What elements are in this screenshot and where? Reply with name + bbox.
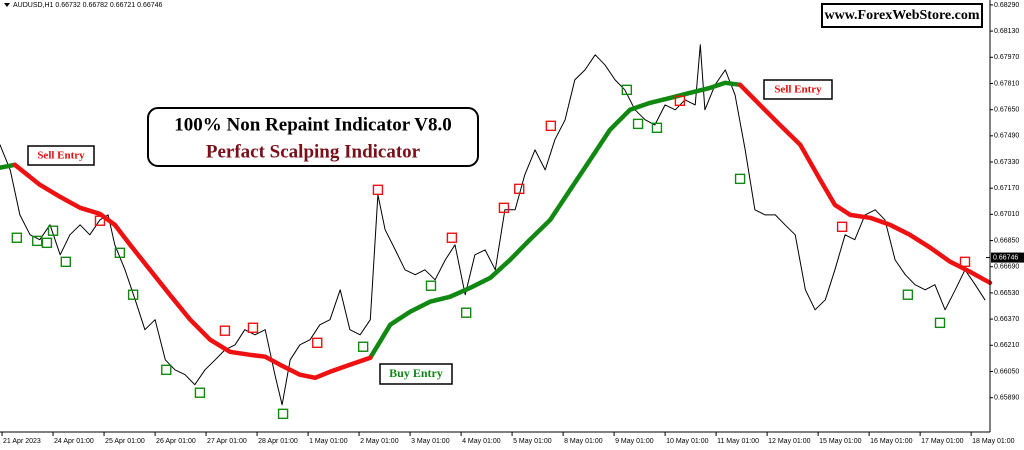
y-tick-label: 0.66850 <box>994 237 1019 244</box>
last-price-label: 0.66746 <box>993 254 1018 261</box>
y-tick-label: 0.67490 <box>994 133 1019 140</box>
signal-marker <box>219 325 231 336</box>
signal-marker <box>498 202 510 214</box>
y-tick-label: 0.67170 <box>994 185 1019 192</box>
site-box <box>821 3 983 28</box>
signal-marker <box>127 289 139 300</box>
signal-marker <box>161 364 172 376</box>
x-tick-label: 26 Apr 01:00 <box>156 438 196 445</box>
x-tick-label: 4 May 01:00 <box>462 438 501 445</box>
x-tick-label: 28 Apr 01:00 <box>258 438 298 445</box>
y-tick-label: 0.66210 <box>994 342 1019 349</box>
signal-marker <box>651 122 663 134</box>
signal-marker <box>41 237 53 249</box>
x-tick-label: 11 May 01:00 <box>717 438 759 445</box>
price-line <box>0 44 986 406</box>
signal-marker <box>277 408 289 420</box>
buy-entry-box <box>379 363 453 385</box>
x-tick-label: 5 May 01:00 <box>513 438 552 445</box>
sell-entry-label: Sell Entry <box>774 84 822 96</box>
indicator-line <box>0 162 18 170</box>
signal-marker <box>312 337 323 349</box>
y-tick-label: 0.66050 <box>994 368 1019 375</box>
signal-marker <box>372 184 384 196</box>
site-text: www.ForexWebStore.com <box>824 8 979 23</box>
x-tick-label: 9 May 01:00 <box>615 438 654 445</box>
y-tick-label: 0.67810 <box>994 80 1019 87</box>
signal-marker <box>836 221 848 233</box>
signal-marker <box>47 225 59 236</box>
x-tick-label: 21 Apr 2023 <box>3 438 41 445</box>
x-tick-label: 24 Apr 01:00 <box>54 438 94 445</box>
sell-entry-box <box>763 79 833 100</box>
signal-marker <box>94 215 106 226</box>
last-price-box <box>991 252 1024 263</box>
y-tick-label: 0.65890 <box>994 394 1019 401</box>
plot-area <box>0 44 993 420</box>
chart-title: AUDUSD,H1 0.66732 0.66782 0.66721 0.6674… <box>13 2 163 9</box>
x-tick-label: 10 May 01:00 <box>666 438 709 445</box>
signal-marker <box>632 118 644 130</box>
y-tick-label: 0.66370 <box>994 316 1019 323</box>
buy-entry-label: Buy Entry <box>389 366 443 380</box>
sell-entry-label: Sell Entry <box>37 150 85 162</box>
indicator-line <box>737 82 993 286</box>
signal-marker <box>902 289 914 300</box>
signal-marker <box>514 183 525 195</box>
signal-marker <box>114 247 126 259</box>
indicator-line <box>12 162 373 381</box>
x-tick-label: 2 May 01:00 <box>360 438 399 445</box>
y-tick-label: 0.67650 <box>994 106 1019 113</box>
signal-marker <box>357 341 369 352</box>
x-tick-label: 12 May 01:00 <box>768 438 811 445</box>
headline: 100% Non Repaint Indicator V8.0 <box>174 114 451 135</box>
signal-marker <box>674 95 686 107</box>
signal-marker <box>959 256 971 268</box>
signal-marker <box>60 256 71 268</box>
signal-marker <box>734 173 746 185</box>
y-tick-label: 0.67970 <box>994 54 1019 61</box>
signal-marker <box>545 120 557 132</box>
x-tick-label: 1 May 01:00 <box>309 438 348 445</box>
x-tick-label: 25 Apr 01:00 <box>105 438 145 445</box>
y-tick-label: 0.68290 <box>994 2 1019 9</box>
signal-marker <box>460 307 472 318</box>
subheadline: Perfact Scalping Indicator <box>206 141 421 162</box>
signal-marker <box>425 280 437 291</box>
x-tick-label: 16 May 01:00 <box>870 438 913 445</box>
signal-marker <box>11 232 23 243</box>
x-tick-label: 3 May 01:00 <box>411 438 450 445</box>
signal-marker <box>194 387 206 398</box>
x-tick-label: 15 May 01:00 <box>819 438 862 445</box>
y-tick-label: 0.68130 <box>994 28 1019 35</box>
y-tick-label: 0.66690 <box>994 264 1019 271</box>
signal-marker <box>446 232 458 243</box>
signal-marker <box>934 317 946 329</box>
y-tick-label: 0.66530 <box>994 290 1019 297</box>
sell-entry-box <box>27 145 95 166</box>
x-tick-label: 27 Apr 01:00 <box>207 438 247 445</box>
signal-marker <box>247 322 259 333</box>
x-tick-label: 17 May 01:00 <box>921 438 964 445</box>
x-tick-label: 18 May 01:00 <box>972 438 1015 445</box>
signal-marker <box>621 84 633 96</box>
x-tick-label: 8 May 01:00 <box>564 438 603 445</box>
menu-icon <box>4 3 10 7</box>
headline-box <box>147 107 479 167</box>
y-tick-label: 0.67330 <box>994 159 1019 166</box>
indicator-line <box>368 80 743 360</box>
y-tick-label: 0.67010 <box>994 211 1019 218</box>
